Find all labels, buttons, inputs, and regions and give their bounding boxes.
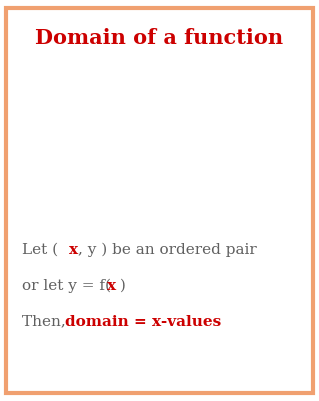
Text: y: y (167, 32, 177, 51)
Point (239, 138, 244, 144)
Point (66, 196, 71, 203)
Text: x: x (107, 279, 116, 293)
Text: Let (: Let ( (22, 243, 63, 257)
Text: x: x (69, 243, 78, 257)
Text: ): ) (115, 279, 126, 293)
Text: or let y = f(: or let y = f( (22, 279, 111, 293)
Text: x: x (286, 209, 296, 227)
Text: , y ) be an ordered pair: , y ) be an ordered pair (78, 243, 257, 257)
Text: Domain of a function: Domain of a function (35, 28, 284, 48)
Text: Then,: Then, (22, 315, 71, 329)
Text: domain = x-values: domain = x-values (65, 315, 222, 329)
